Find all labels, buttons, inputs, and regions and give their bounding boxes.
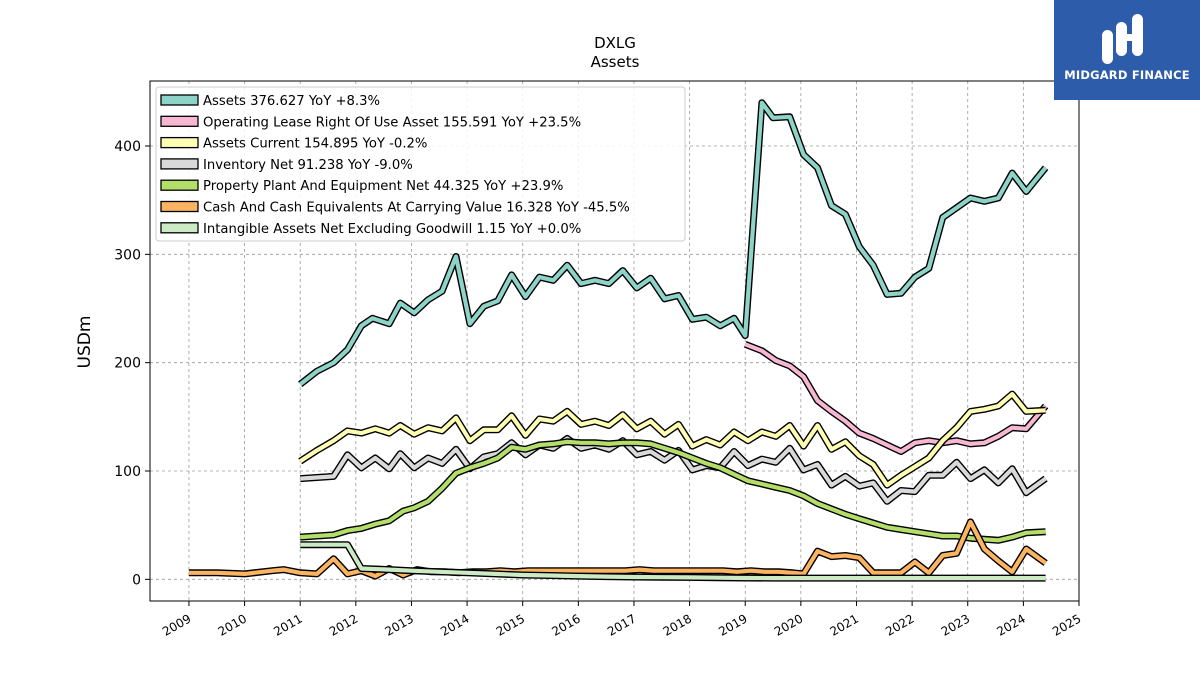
x-tick-label: 2016	[549, 611, 582, 638]
y-tick-label: 200	[114, 356, 141, 372]
logo-text: MIDGARD FINANCE	[1064, 68, 1190, 82]
x-tick-label: 2017	[605, 611, 638, 638]
x-tick-label: 2023	[939, 611, 972, 638]
y-tick-label: 100	[114, 464, 141, 480]
legend-label: Cash And Cash Equivalents At Carrying Va…	[203, 201, 630, 216]
x-tick-label: 2019	[716, 611, 749, 638]
y-tick-label: 400	[114, 139, 141, 155]
legend-swatch	[160, 222, 199, 234]
legend: Assets 376.627 YoY +8.3% Operating Lease …	[155, 86, 686, 242]
series-line-4	[299, 438, 1046, 544]
series-line-6	[300, 541, 1046, 582]
y-tick-label: 0	[132, 572, 141, 588]
legend-swatch	[160, 179, 199, 191]
legend-label: Intangible Assets Net Excluding Goodwill…	[203, 222, 581, 237]
x-tick-label: 2024	[994, 611, 1027, 638]
legend-label: Property Plant And Equipment Net 44.325 …	[203, 179, 563, 194]
x-tick-label: 2020	[772, 611, 805, 638]
y-axis-label: USDm	[75, 316, 95, 369]
series-line-0	[298, 99, 1049, 388]
x-tick-label: 2012	[327, 611, 360, 638]
grid	[150, 81, 1080, 601]
x-tick-label: 2015	[494, 611, 527, 638]
legend-swatch	[160, 136, 199, 149]
series-line-3	[299, 435, 1048, 505]
legend-swatch	[160, 200, 199, 213]
series-line-5	[188, 518, 1048, 580]
legend-label: Assets 376.627 YoY +8.3%	[203, 94, 380, 109]
x-tick-label: 2010	[216, 611, 249, 638]
series-line-1	[743, 341, 1049, 455]
y-tick-label: 300	[114, 247, 141, 263]
legend-box	[155, 86, 686, 242]
x-tick-label: 2013	[383, 611, 416, 638]
legend-swatch	[160, 158, 199, 170]
legend-swatch	[160, 115, 199, 127]
legend-label: Inventory Net 91.238 YoY -9.0%	[203, 158, 413, 173]
y-axis: 0 100 200 300 400	[114, 139, 150, 588]
x-tick-label: 2011	[271, 611, 304, 638]
logo-mark-icon	[1102, 14, 1143, 64]
midgard-finance-logo: MIDGARD FINANCE	[1054, 0, 1200, 100]
plot-frame	[149, 80, 1080, 602]
series-group	[188, 99, 1049, 582]
x-tick-label: 2009	[160, 611, 193, 638]
x-axis: 2009 2010 2011 2012 2013 2014 2015 2016 2017 2018…	[160, 601, 1084, 639]
x-tick-label: 2025	[1050, 611, 1083, 638]
chart-title: DXLG	[594, 34, 636, 52]
chart-subtitle: Assets	[591, 53, 640, 71]
x-tick-label: 2018	[661, 611, 694, 638]
legend-label: Assets Current 154.895 YoY -0.2%	[203, 137, 427, 152]
x-tick-label: 2022	[883, 611, 916, 638]
series-line-2	[298, 390, 1046, 489]
legend-label: Operating Lease Right Of Use Asset 155.5…	[203, 115, 581, 130]
x-tick-label: 2021	[828, 611, 861, 638]
x-tick-label: 2014	[438, 611, 471, 638]
legend-swatch	[160, 94, 199, 106]
